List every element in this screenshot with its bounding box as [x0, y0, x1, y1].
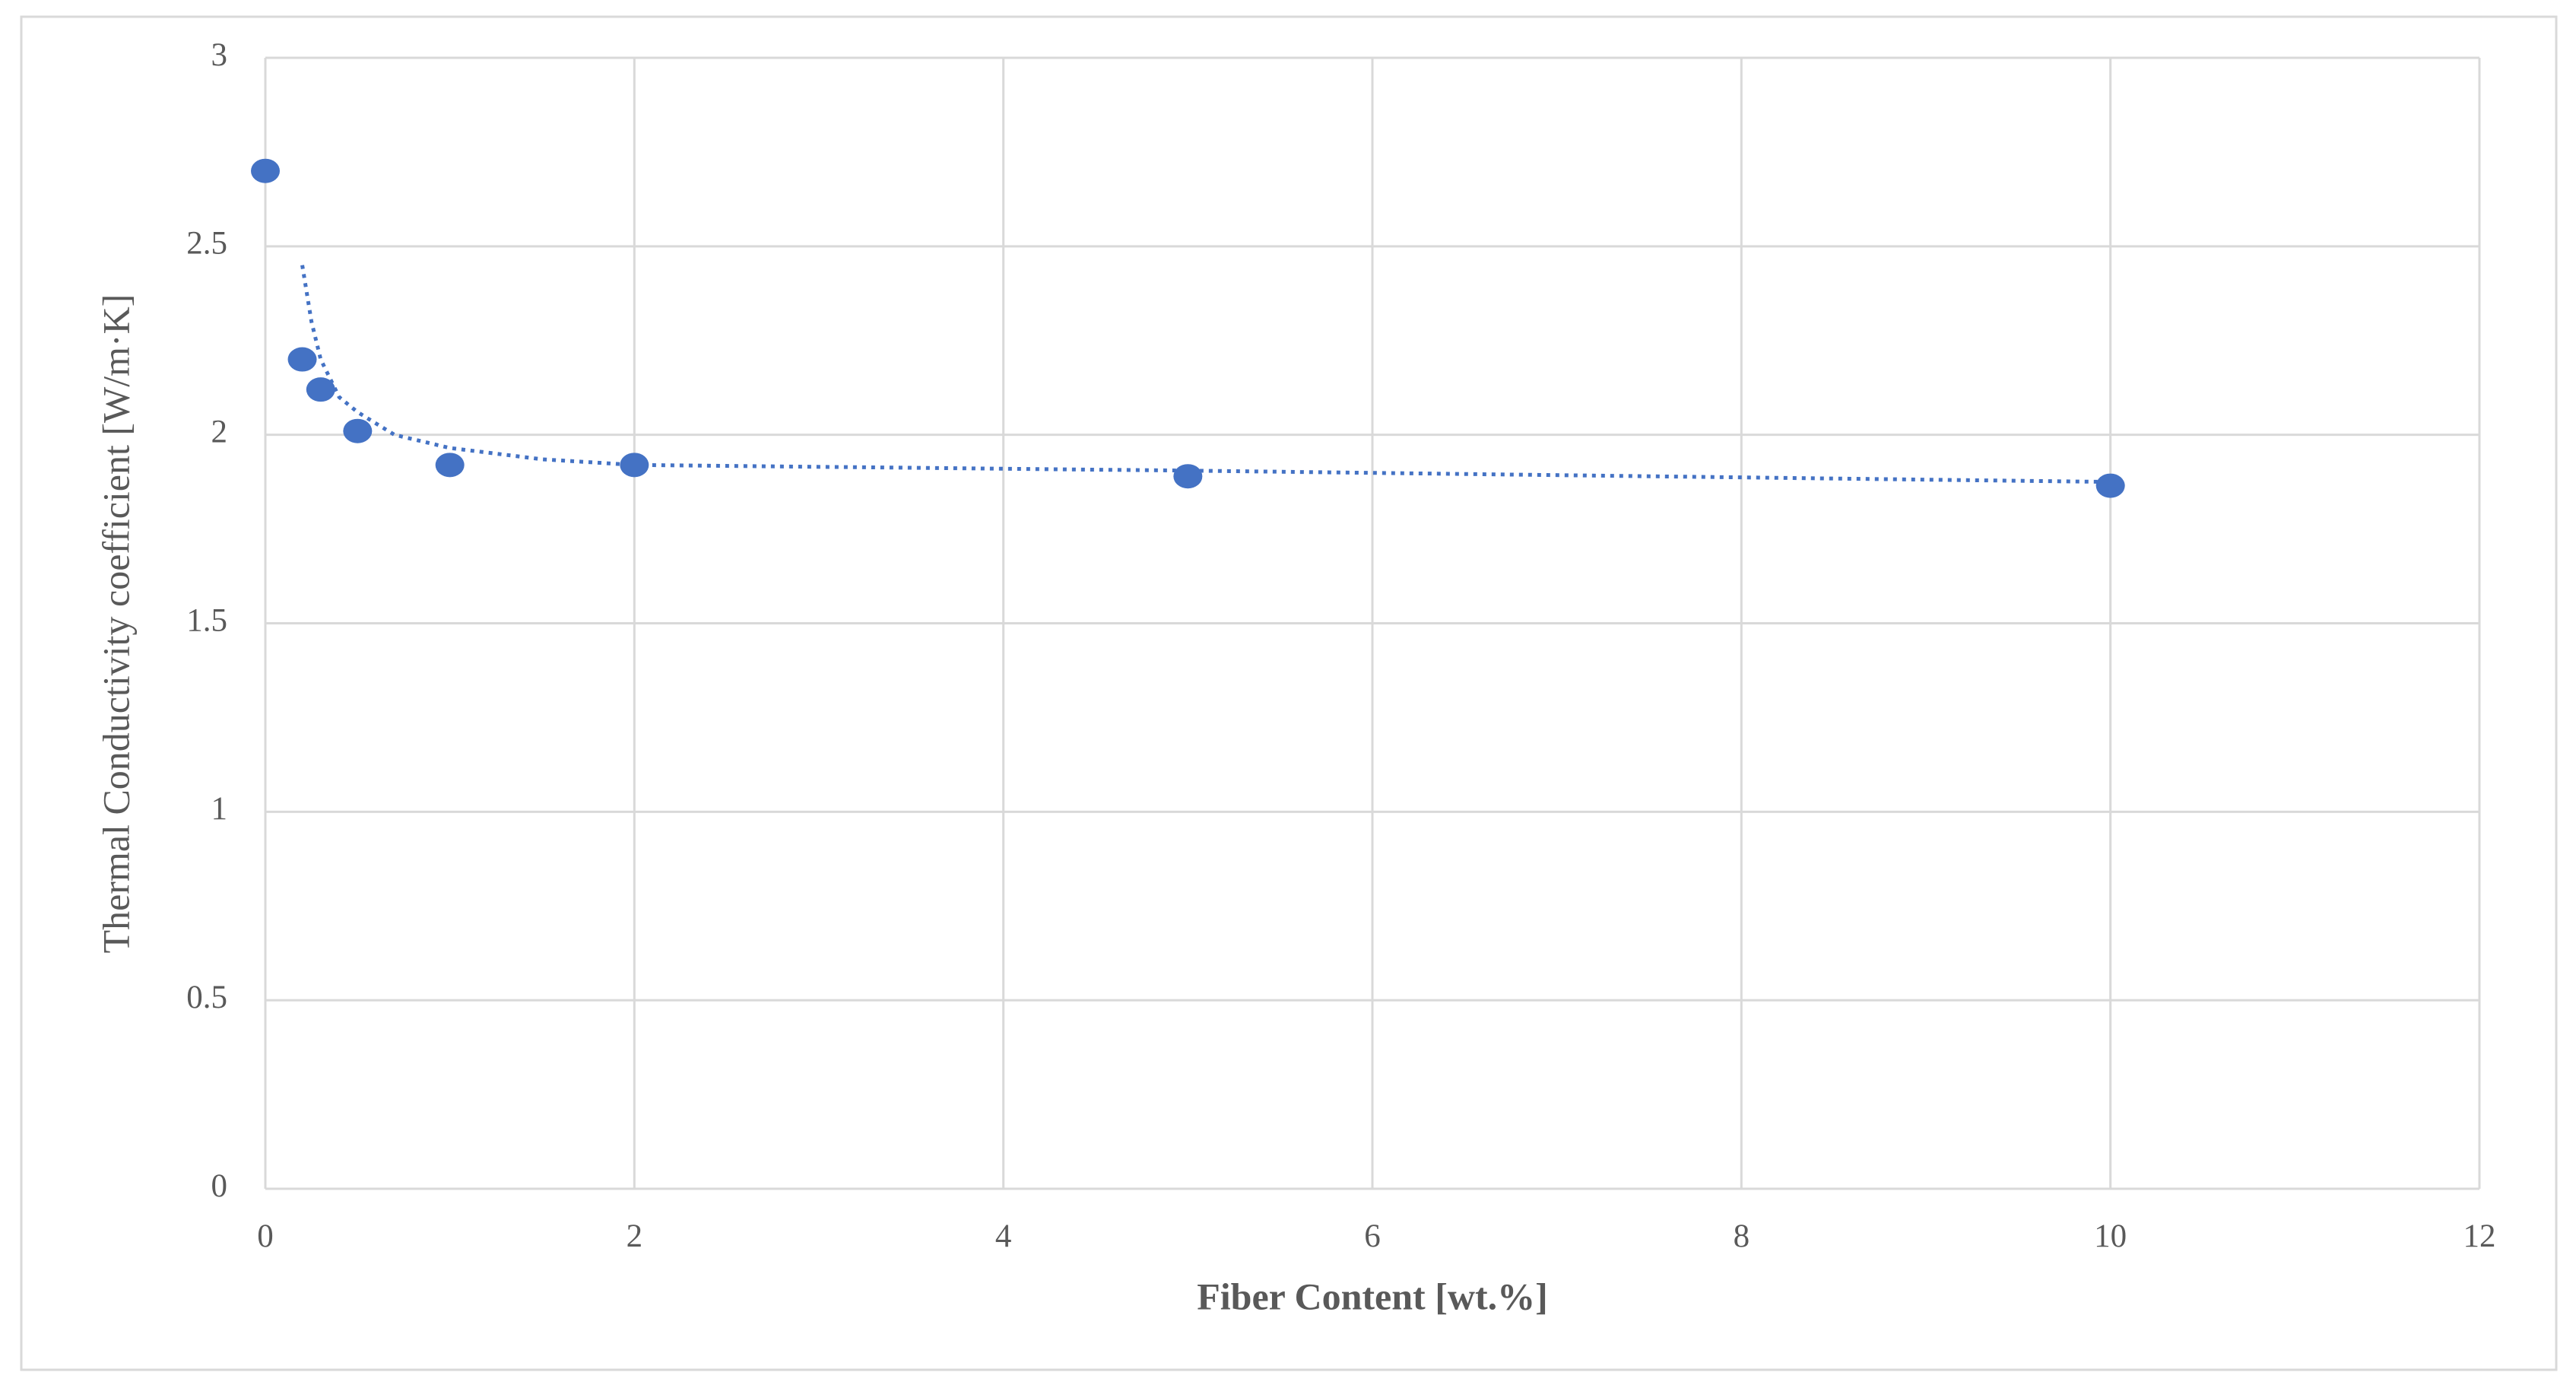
- x-tick-label: 6: [1364, 1218, 1381, 1254]
- data-point: [435, 453, 465, 478]
- x-tick-label: 0: [257, 1218, 274, 1254]
- data-point: [1173, 464, 1203, 489]
- y-tick-label: 2: [211, 415, 228, 450]
- x-axis-title: Fiber Content [wt.%]: [1197, 1275, 1548, 1317]
- x-tick-label: 2: [627, 1218, 643, 1254]
- data-point: [251, 158, 280, 183]
- data-point: [620, 453, 649, 478]
- y-tick-label: 1.5: [186, 602, 227, 638]
- y-axis-title: Thermal Conductivity coefficient [W/m·K]: [94, 294, 137, 954]
- data-point: [306, 377, 335, 402]
- chart-border: [20, 15, 2558, 1371]
- x-tick-label: 4: [995, 1218, 1012, 1254]
- y-tick-label: 1: [211, 791, 228, 827]
- y-tick-label: 3: [211, 37, 228, 73]
- x-tick-label: 10: [2094, 1218, 2127, 1254]
- x-tick-label: 12: [2463, 1218, 2496, 1254]
- y-tick-label: 2.5: [186, 226, 227, 262]
- x-tick-label: 8: [1734, 1218, 1750, 1254]
- y-tick-label: 0: [211, 1168, 228, 1204]
- data-point: [343, 418, 373, 443]
- trendline: [300, 265, 2111, 484]
- y-tick-label: 0.5: [186, 980, 227, 1015]
- data-point: [287, 347, 317, 372]
- data-point: [2095, 473, 2125, 498]
